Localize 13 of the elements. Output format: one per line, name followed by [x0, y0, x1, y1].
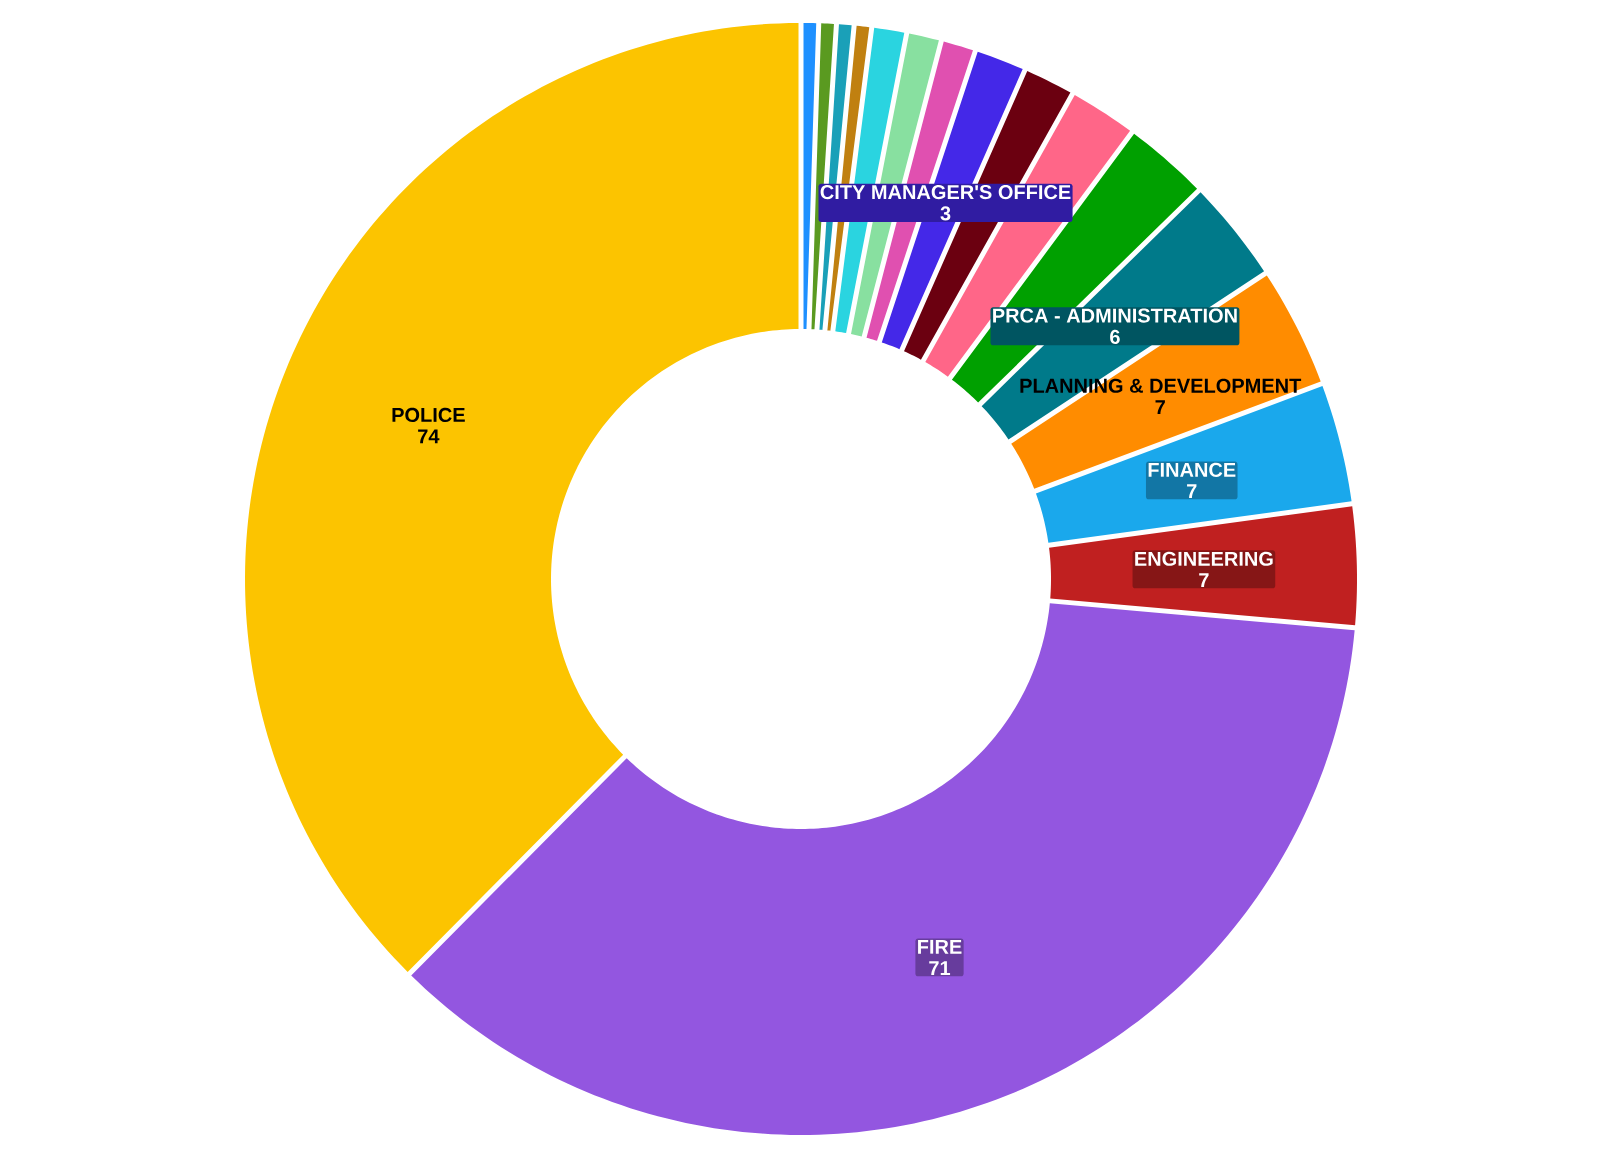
- data-label: 7: [1187, 484, 1197, 499]
- slice-label: ENGINEERING: [1135, 551, 1273, 566]
- slice-label: PRCA - ADMINISTRATION: [993, 308, 1237, 323]
- data-label: 6: [1110, 329, 1120, 345]
- slice-label: POLICE: [392, 407, 465, 423]
- slice-label: FIRE: [918, 939, 962, 954]
- data-label: 7: [1155, 400, 1165, 414]
- slice-label: CITY MANAGER'S OFFICE: [820, 185, 1071, 200]
- data-label: 71: [929, 961, 951, 975]
- data-label: 7: [1199, 573, 1209, 587]
- slice-label: FINANCE: [1148, 462, 1236, 477]
- data-label: 3: [940, 206, 951, 221]
- data-label: 74: [418, 429, 440, 444]
